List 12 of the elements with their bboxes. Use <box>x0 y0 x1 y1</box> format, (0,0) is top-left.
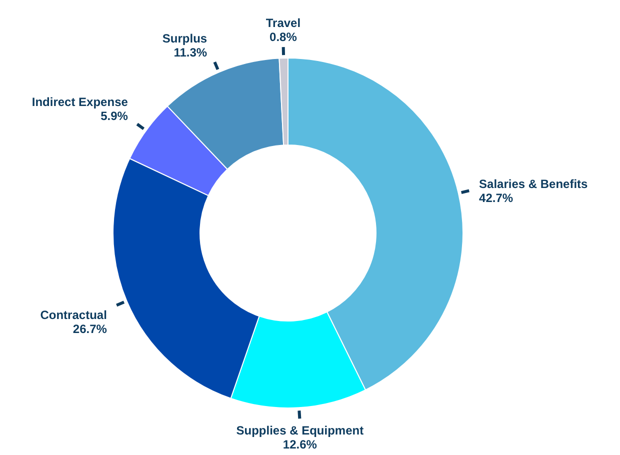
slice-label: Travel <box>266 16 301 30</box>
slice-label: Surplus <box>162 31 208 46</box>
data-label: 0.8% <box>270 30 298 44</box>
data-label: 12.6% <box>282 438 318 452</box>
data-label: 42.7% <box>479 190 514 205</box>
data-label: 5.9% <box>100 108 128 123</box>
slice-label: Contractual <box>40 308 107 322</box>
slice-label: Salaries & Benefits <box>479 176 588 191</box>
data-label: 26.7% <box>72 322 108 336</box>
data-label: 11.3% <box>174 45 208 60</box>
slice-label: Indirect Expense <box>32 94 128 109</box>
slice-label: Supplies & Equipment <box>236 424 364 438</box>
